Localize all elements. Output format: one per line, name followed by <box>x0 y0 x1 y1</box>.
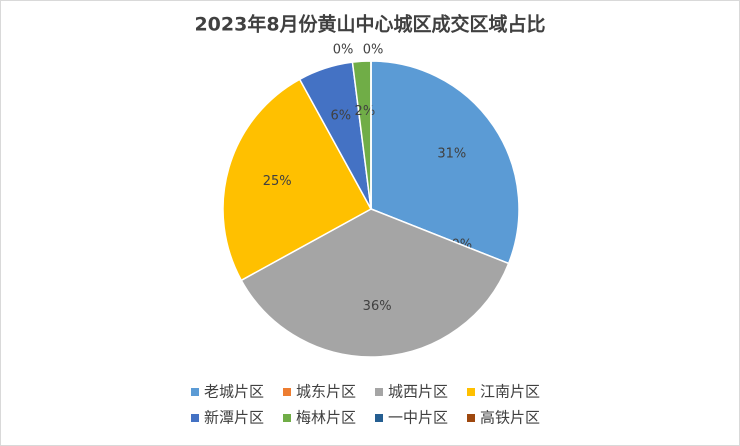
legend-label: 城西片区 <box>388 383 448 401</box>
legend-label: 城东片区 <box>296 383 356 401</box>
legend-label: 新潭片区 <box>204 409 264 427</box>
legend-label: 老城片区 <box>204 383 264 401</box>
data-label: 25% <box>263 174 292 189</box>
pie-slice <box>370 60 520 265</box>
legend-marker <box>467 414 475 422</box>
legend-marker <box>375 388 383 396</box>
legend-marker <box>283 388 291 396</box>
legend-marker <box>191 388 199 396</box>
legend-label: 一中片区 <box>388 409 448 427</box>
legend-marker <box>375 414 383 422</box>
legend-label: 梅林片区 <box>296 409 356 427</box>
data-label: 6% <box>331 109 352 124</box>
data-label: 2% <box>355 104 376 119</box>
legend-label: 江南片区 <box>480 383 540 401</box>
data-label: 36% <box>363 299 392 314</box>
legend-label: 高铁片区 <box>480 409 540 427</box>
data-label: 0% <box>333 43 354 58</box>
chart-title: 2023年8月份黄山中心城区成交区域占比 <box>194 13 545 36</box>
pie-slice <box>240 208 510 358</box>
pie-slice <box>222 78 373 282</box>
legend-marker <box>467 388 475 396</box>
legend-marker <box>283 414 291 422</box>
legend-marker <box>191 414 199 422</box>
data-label: 0% <box>363 43 384 58</box>
data-label: 31% <box>437 147 466 162</box>
